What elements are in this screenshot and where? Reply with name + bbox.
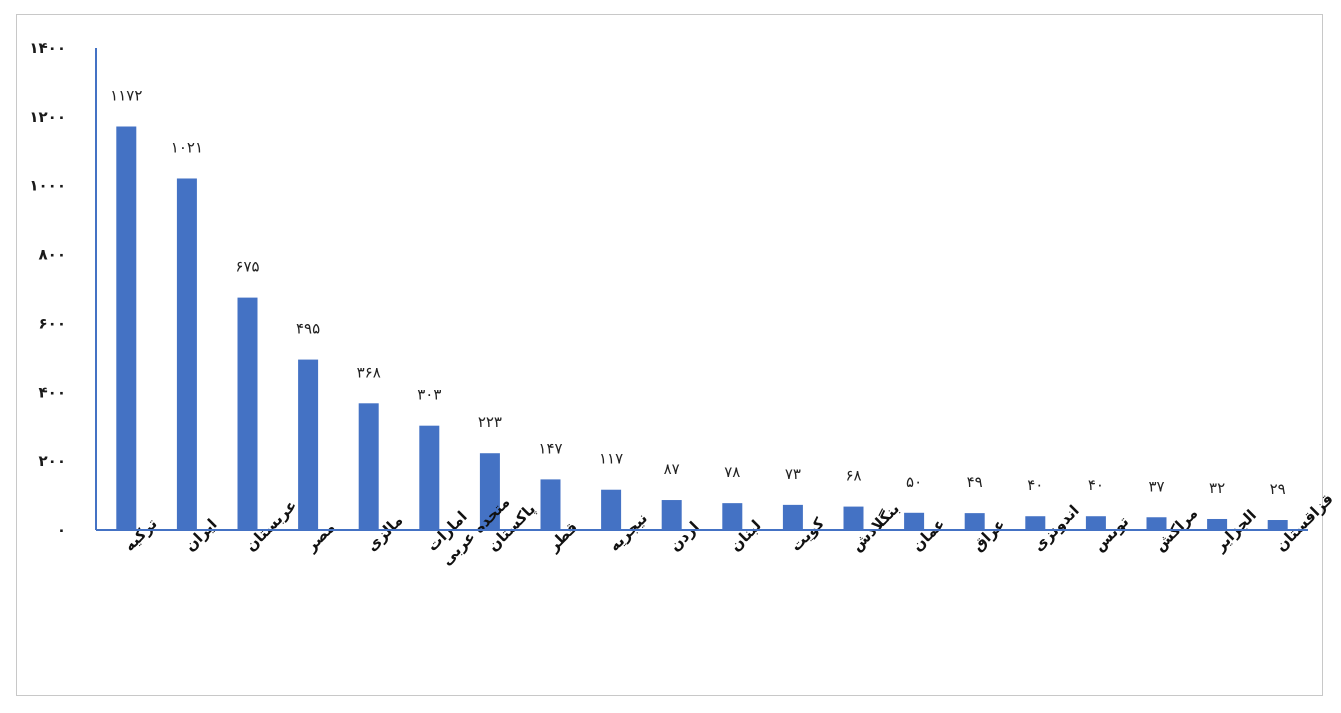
bar-value-label: ۴۰	[1088, 476, 1104, 494]
y-tick-label: ۱۲۰۰	[29, 108, 66, 126]
y-axis-ticks: ۰ ۲۰۰ ۴۰۰ ۶۰۰ ۸۰۰ ۱۰۰۰ ۱۲۰۰ ۱۴۰۰	[29, 39, 66, 539]
bar-value-label: ۶۷۵	[235, 258, 259, 276]
bar-value-label: ۶۸	[845, 467, 861, 485]
bar	[601, 489, 622, 530]
y-tick-label: ۱۰۰۰	[29, 177, 66, 195]
bar-value-label: ۸۷	[664, 460, 680, 478]
bar-value-label: ۳۰۳	[417, 386, 441, 404]
bar	[964, 513, 985, 530]
bar	[661, 500, 682, 530]
bar-value-label: ۱۱۷	[599, 450, 623, 468]
bars	[116, 126, 1288, 531]
bar-value-label: ۳۲	[1209, 479, 1225, 497]
y-tick-label: ۲۰۰	[39, 452, 66, 470]
bar	[358, 403, 379, 530]
bar-value-label: ۵۰	[906, 473, 922, 491]
bar-value-label: ۳۶۸	[357, 363, 381, 381]
bar	[479, 453, 500, 530]
bar	[1207, 518, 1228, 530]
bar-value-label: ۴۹۵	[296, 320, 320, 338]
y-tick-label: ۸۰۰	[39, 246, 66, 264]
y-tick-label: ۱۴۰۰	[29, 39, 66, 57]
bar	[116, 126, 137, 531]
bar-value-label: ۲۹	[1270, 480, 1286, 498]
bar	[419, 425, 440, 530]
bar	[1025, 516, 1046, 530]
bar-value-label: ۱۰۲۱	[171, 138, 203, 156]
bar	[722, 503, 743, 530]
y-tick-label: ۶۰۰	[39, 314, 66, 332]
bar-value-label: ۳۷	[1148, 477, 1164, 495]
bar	[843, 506, 864, 530]
bar	[782, 504, 803, 530]
chart-frame	[16, 14, 1323, 696]
data-labels: ۱۱۷۲ ۱۰۲۱ ۶۷۵ ۴۹۵ ۳۶۸ ۳۰۳ ۲۲۳ ۱۴۷ ۱۱۷ ۸۷ ۷۸ ۷۳ ۶۸ ۵۰ ۴…	[110, 86, 1286, 498]
bar	[1267, 520, 1288, 530]
bar-value-label: ۱۴۷	[538, 439, 562, 457]
bar	[298, 359, 319, 530]
bar-value-label: ۴۹	[967, 473, 983, 491]
bar-value-label: ۲۲۳	[478, 413, 502, 431]
bar-value-label: ۱۱۷۲	[110, 86, 142, 104]
bar	[176, 178, 197, 530]
bar-value-label: ۷۸	[724, 463, 740, 481]
bar-value-label: ۷۳	[785, 465, 801, 483]
y-tick-label: ۴۰۰	[39, 383, 66, 401]
bar	[904, 512, 925, 530]
bar	[237, 297, 258, 530]
bar	[1085, 516, 1106, 530]
bar-value-label: ۴۰	[1027, 476, 1043, 494]
bar	[540, 479, 561, 530]
y-tick-label: ۰	[57, 521, 66, 539]
bar	[1146, 517, 1167, 530]
